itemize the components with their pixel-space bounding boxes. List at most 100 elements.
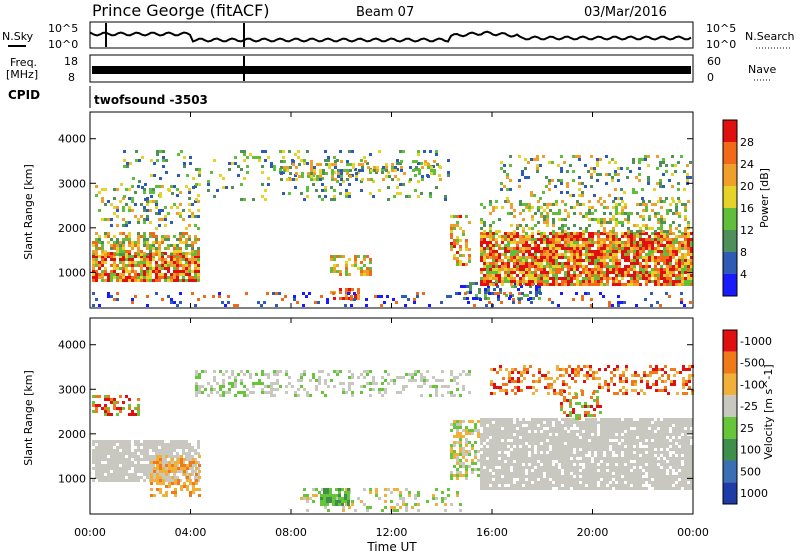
velocity-cell — [288, 382, 291, 385]
power-cell — [164, 206, 167, 209]
power-cell — [657, 250, 660, 253]
power-cell — [197, 209, 200, 212]
power-cell — [310, 160, 313, 163]
velocity-cell — [594, 457, 597, 460]
power-cell — [227, 295, 230, 298]
velocity-cell — [564, 418, 567, 421]
velocity-cell — [501, 466, 504, 469]
velocity-cell — [522, 487, 525, 490]
velocity-cell — [495, 427, 498, 430]
power-cell — [605, 173, 608, 176]
power-cell — [591, 274, 594, 277]
velocity-cell — [168, 485, 171, 488]
power-cell — [191, 215, 194, 218]
velocity-cell — [489, 481, 492, 484]
power-cell — [531, 238, 534, 241]
power-cell — [543, 241, 546, 244]
power-cell — [525, 250, 528, 253]
power-cell — [639, 262, 642, 265]
power-cell — [116, 188, 119, 191]
power-cell — [543, 271, 546, 274]
velocity-cell — [567, 487, 570, 490]
power-cell — [333, 297, 336, 300]
velocity-cell — [122, 461, 125, 464]
power-cell — [286, 166, 289, 169]
velocity-cell — [633, 469, 636, 472]
power-cell — [660, 206, 663, 209]
velocity-cell — [348, 388, 351, 391]
power-cell — [669, 230, 672, 233]
velocity-cell — [498, 430, 501, 433]
power-cell — [633, 235, 636, 238]
velocity-cell — [489, 418, 492, 421]
velocity-cell — [119, 470, 122, 473]
power-cell — [612, 262, 615, 265]
velocity-cell — [486, 472, 489, 475]
power-cell — [579, 227, 582, 230]
power-cell — [656, 167, 659, 170]
velocity-cell — [561, 466, 564, 469]
velocity-cell — [489, 475, 492, 478]
power-cell — [552, 203, 555, 206]
power-cell — [561, 268, 564, 271]
power-cell — [566, 182, 569, 185]
power-cell — [456, 257, 459, 260]
velocity-cell — [513, 424, 516, 427]
velocity-cell — [279, 370, 282, 373]
velocity-cell — [113, 470, 116, 473]
velocity-cell — [348, 385, 351, 388]
power-cell — [293, 298, 296, 301]
power-cell — [657, 241, 660, 244]
power-cell — [494, 292, 497, 295]
velocity-cell — [204, 370, 207, 373]
velocity-cell — [116, 479, 119, 482]
velocity-cell — [552, 436, 555, 439]
velocity-cell — [594, 472, 597, 475]
power-cell — [125, 253, 128, 256]
velocity-cell — [531, 433, 534, 436]
power-cell — [182, 232, 185, 235]
power-cell — [282, 171, 285, 174]
velocity-cell — [516, 418, 519, 421]
velocity-cell — [95, 476, 98, 479]
power-cell — [510, 212, 513, 215]
velocity-cell — [612, 418, 615, 421]
velocity-cell — [504, 475, 507, 478]
velocity-cell — [570, 469, 573, 472]
power-cell — [534, 277, 537, 280]
velocity-cell — [603, 472, 606, 475]
power-colorbar-label: Power [dB] — [758, 168, 771, 228]
power-cell — [170, 264, 173, 267]
power-cell — [143, 209, 146, 212]
power-cell — [609, 253, 612, 256]
velocity-cell — [210, 391, 213, 394]
power-cell — [173, 267, 176, 270]
velocity-cell — [537, 451, 540, 454]
power-cell — [418, 169, 421, 172]
velocity-cell — [495, 457, 498, 460]
velocity-cell — [92, 401, 95, 404]
power-cell — [572, 298, 575, 301]
power-cell — [343, 169, 346, 172]
velocity-cell — [125, 464, 128, 467]
power-cell — [162, 165, 165, 168]
velocity-cell — [465, 471, 468, 474]
power-cell — [529, 285, 532, 288]
power-cell — [435, 186, 438, 189]
velocity-cell — [116, 440, 119, 443]
power-cell — [672, 212, 675, 215]
velocity-cell — [522, 439, 525, 442]
power-cell — [407, 298, 410, 301]
power-cell — [194, 273, 197, 276]
power-cell — [240, 168, 243, 171]
power-cell — [528, 256, 531, 259]
velocity-cell — [630, 445, 633, 448]
power-cell — [173, 244, 176, 247]
power-cell — [510, 274, 513, 277]
power-cell — [92, 264, 95, 267]
power-cell — [603, 247, 606, 250]
velocity-cell — [516, 445, 519, 448]
power-cell — [194, 276, 197, 279]
velocity-cell — [501, 472, 504, 475]
power-cell — [413, 298, 416, 301]
